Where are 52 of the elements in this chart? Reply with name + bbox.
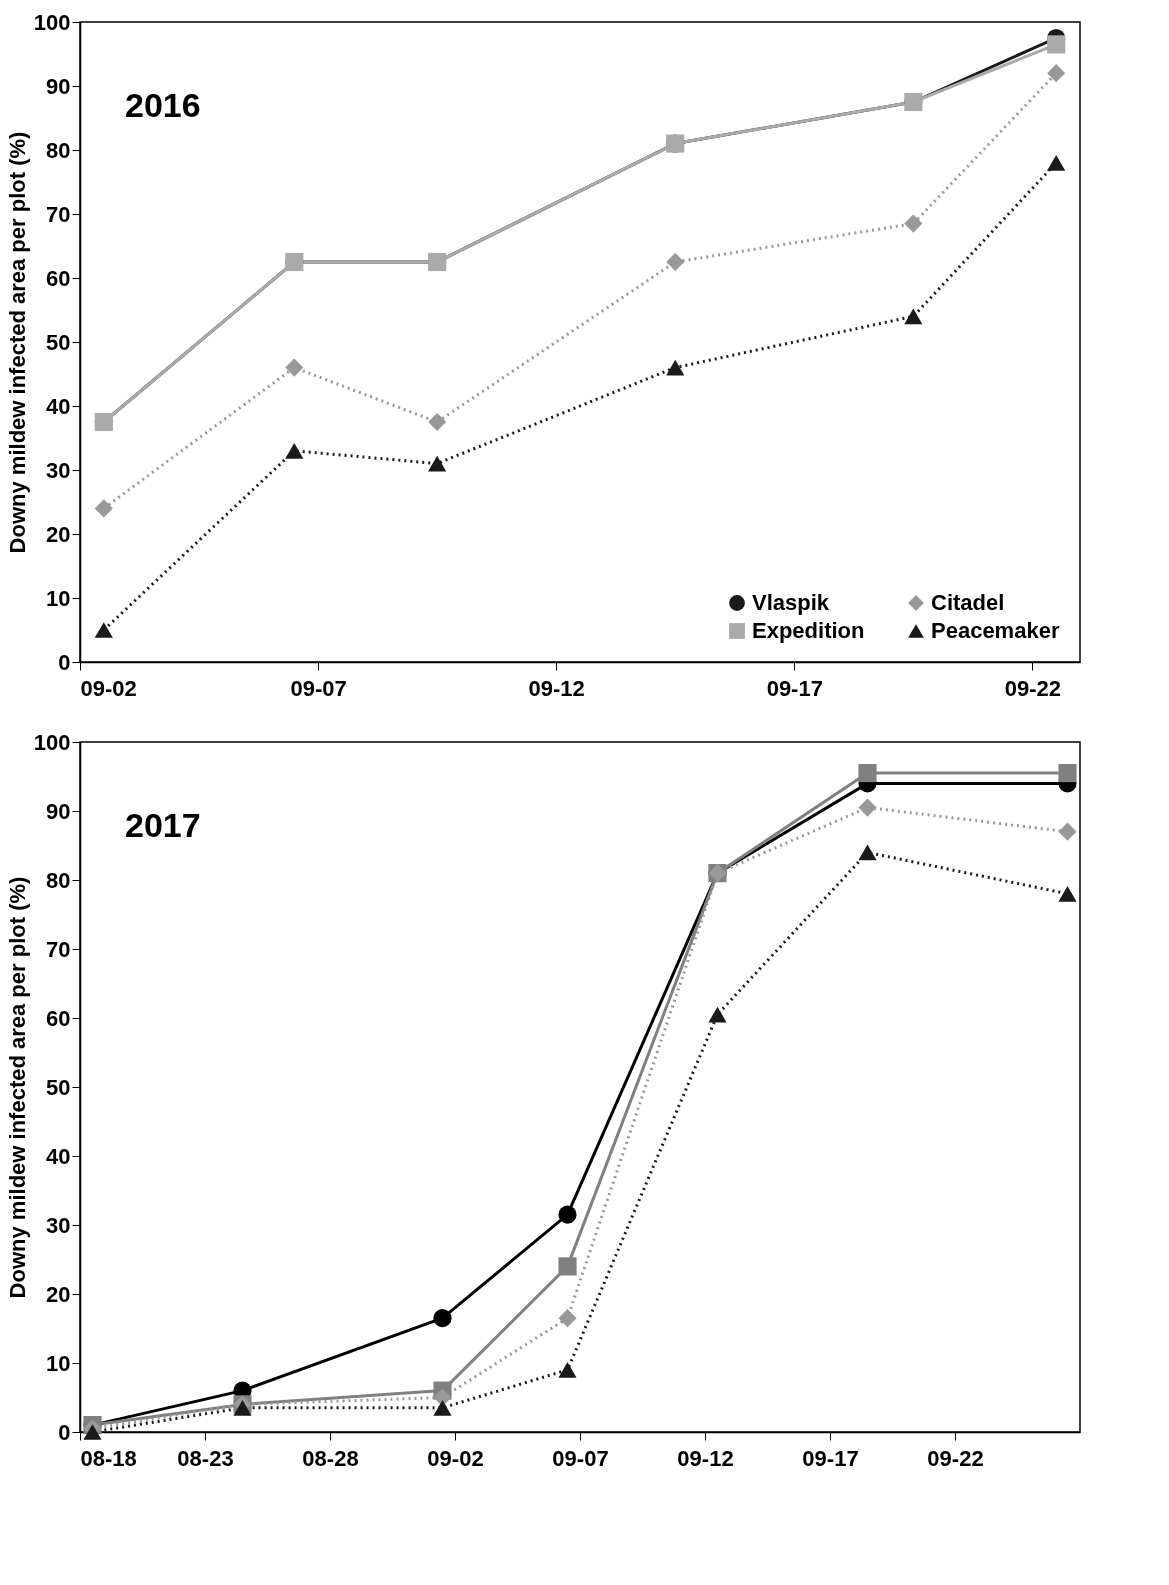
point (94, 499, 113, 518)
y-tick-label: 80 (46, 137, 71, 163)
y-tick-label: 50 (46, 1074, 71, 1100)
x-tick-label: 09-07 (552, 1445, 609, 1471)
y-tick-label: 10 (46, 585, 71, 611)
y-axis-title: Downy mildew infected area per plot (%) (4, 131, 30, 554)
y-tick-label: 90 (46, 73, 71, 99)
x-tick-label: 08-18 (80, 1445, 137, 1471)
y-tick-label: 20 (46, 521, 71, 547)
point (285, 442, 304, 459)
y-tick-label: 90 (46, 798, 71, 824)
annotation: 2017 (125, 806, 201, 844)
point (666, 252, 685, 272)
y-tick-label: 30 (46, 1212, 71, 1238)
y-tick-label: 50 (46, 329, 71, 355)
y-tick-label: 20 (46, 1281, 71, 1307)
x-tick-label: 09-07 (290, 675, 347, 701)
y-tick-label: 0 (58, 1419, 71, 1445)
y-tick-label: 0 (58, 649, 71, 675)
y-tick-label: 100 (33, 729, 71, 755)
x-tick-label: 09-12 (677, 1445, 734, 1471)
point (1047, 64, 1066, 83)
legend-label: Peacemaker (931, 618, 1060, 643)
x-tick-label: 08-28 (302, 1445, 359, 1471)
x-tick-label: 09-17 (802, 1445, 859, 1471)
x-tick-label: 09-17 (766, 675, 823, 701)
x-tick-label: 09-02 (80, 675, 137, 701)
y-tick-label: 30 (46, 457, 71, 483)
x-tick-label: 09-02 (427, 1445, 484, 1471)
y-tick-label: 100 (33, 9, 71, 35)
y-tick-label: 40 (46, 393, 71, 419)
annotation: 2016 (125, 86, 201, 124)
y-tick-label: 80 (46, 867, 71, 893)
legend-label: Vlaspik (752, 590, 830, 615)
x-tick-label: 09-12 (528, 675, 585, 701)
point (1047, 154, 1066, 171)
y-tick-label: 60 (46, 265, 71, 291)
y-axis-title: Downy mildew infected area per plot (%) (4, 876, 30, 1299)
y-tick-label: 10 (46, 1350, 71, 1376)
x-tick-label: 09-22 (927, 1445, 984, 1471)
y-tick-label: 70 (46, 936, 71, 962)
x-tick-label: 08-23 (177, 1445, 234, 1471)
y-tick-label: 40 (46, 1143, 71, 1169)
y-tick-label: 70 (46, 201, 71, 227)
point (285, 358, 304, 377)
point (94, 622, 113, 638)
x-tick-label: 09-22 (1004, 675, 1062, 701)
point (666, 359, 685, 376)
legend-label: Expedition (752, 618, 865, 643)
legend-label: Citadel (931, 590, 1005, 615)
point (1047, 35, 1066, 54)
y-tick-label: 60 (46, 1005, 71, 1031)
